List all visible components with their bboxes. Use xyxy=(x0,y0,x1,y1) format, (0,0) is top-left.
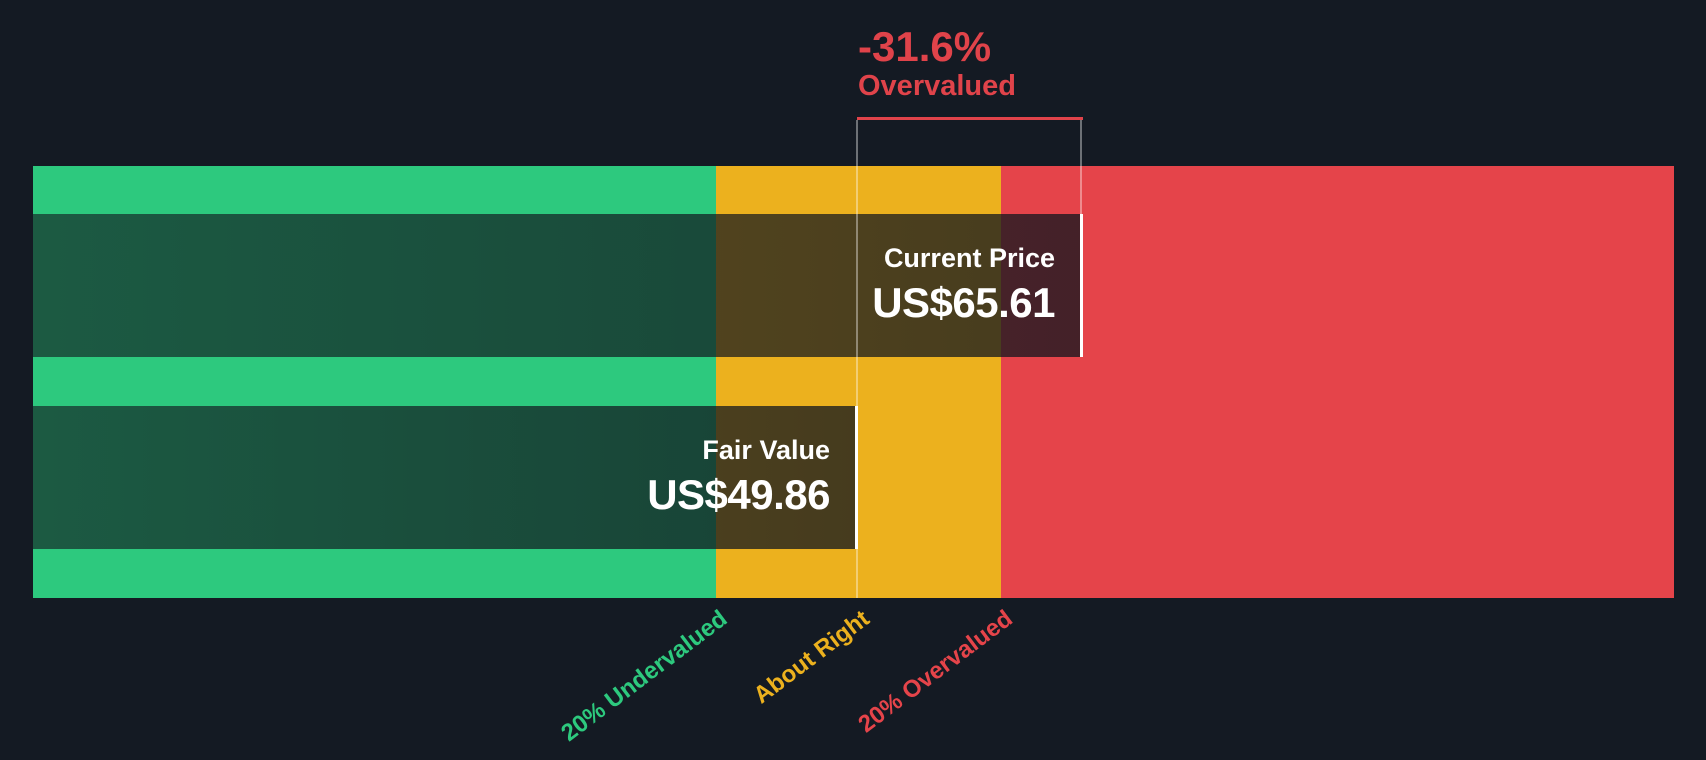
valuation-badge: -31.6% Overvalued xyxy=(858,23,1016,103)
axis-label-undervalued: 20% Undervalued xyxy=(556,605,733,747)
current-price-value: US$65.61 xyxy=(872,279,1055,327)
current-price-label: Current Price xyxy=(883,243,1055,274)
bracket-left-line xyxy=(856,120,858,598)
gauge-chart: Current Price US$65.61 Fair Value US$49.… xyxy=(33,166,1674,598)
fair-value-value: US$49.86 xyxy=(647,471,830,519)
axis-label-about-right: About Right xyxy=(748,605,875,710)
zone-overvalued xyxy=(1001,166,1674,598)
fair-value-bar: Fair Value US$49.86 xyxy=(33,406,858,549)
discount-percent: -31.6% xyxy=(858,23,992,70)
bracket-top-line xyxy=(857,117,1083,120)
discount-status: Overvalued xyxy=(858,70,1016,103)
axis-label-overvalued: 20% Overvalued xyxy=(852,605,1018,739)
current-price-bar: Current Price US$65.61 xyxy=(33,214,1083,357)
bracket-right-line xyxy=(1080,120,1082,357)
fair-value-label: Fair Value xyxy=(702,435,830,466)
